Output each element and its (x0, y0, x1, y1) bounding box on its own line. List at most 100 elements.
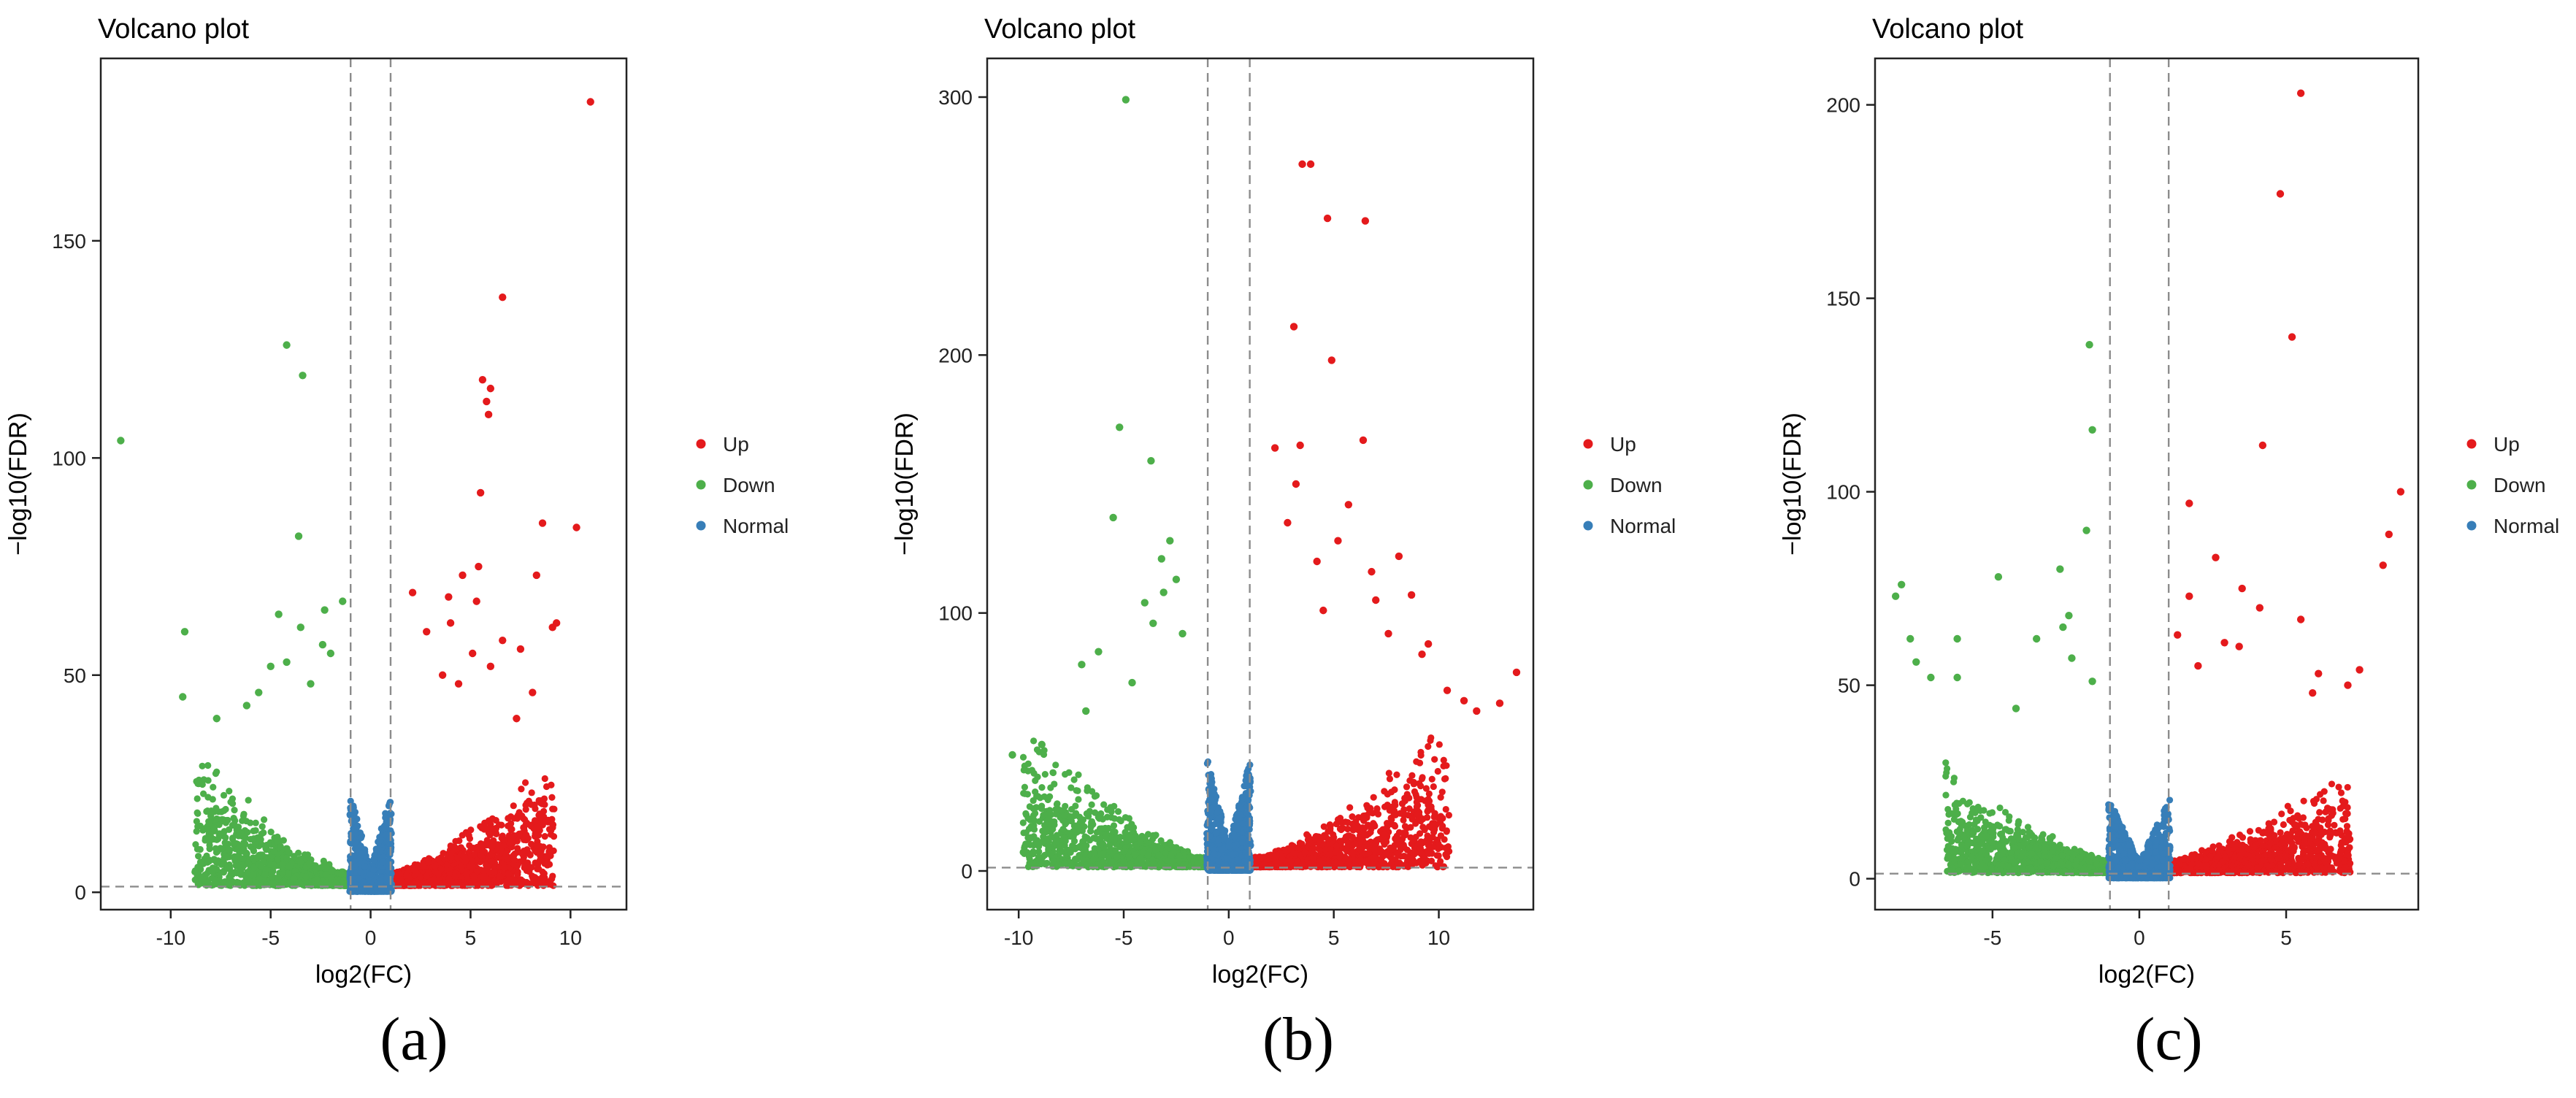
data-point (462, 856, 469, 864)
data-point (207, 813, 215, 820)
data-point (425, 869, 432, 876)
data-point (482, 873, 490, 881)
data-point (1437, 794, 1444, 801)
data-point (510, 802, 517, 810)
data-point (213, 768, 221, 775)
data-point (1427, 737, 1434, 744)
data-point (372, 847, 380, 854)
data-point (549, 872, 556, 880)
data-point (209, 868, 216, 875)
data-point (274, 874, 282, 881)
data-point (478, 851, 485, 859)
data-point (357, 834, 365, 842)
legend-label-down: Down (723, 474, 775, 496)
data-point (220, 791, 228, 799)
data-point (244, 829, 251, 836)
data-point (205, 858, 213, 865)
data-point (376, 834, 383, 841)
data-point (270, 848, 277, 855)
data-point (207, 834, 215, 841)
data-point (199, 762, 206, 769)
data-point (518, 786, 525, 793)
data-point (193, 795, 201, 802)
data-point (268, 869, 275, 877)
data-point (520, 824, 527, 832)
data-point (469, 649, 477, 658)
data-point (523, 880, 530, 887)
data-point (263, 841, 270, 849)
data-point (572, 523, 580, 531)
data-point (377, 882, 385, 889)
data-point (1428, 775, 1435, 783)
data-point (1430, 783, 1437, 791)
data-point (267, 829, 275, 836)
data-point (204, 777, 212, 784)
data-point (195, 853, 202, 860)
data-point (1021, 783, 1029, 791)
data-point (194, 864, 202, 871)
data-point (1425, 742, 1432, 750)
data-point (537, 847, 545, 855)
data-point (1028, 767, 1036, 774)
data-point (434, 856, 442, 863)
legend-marker-normal (696, 521, 706, 531)
data-point (275, 610, 283, 618)
data-point (510, 832, 518, 840)
x-tick-label: -10 (156, 926, 185, 949)
data-point (434, 870, 442, 878)
data-point (117, 437, 125, 445)
data-point (531, 817, 539, 824)
data-point (280, 837, 287, 844)
data-point (299, 372, 307, 380)
data-point (499, 636, 507, 645)
data-point (212, 845, 220, 852)
x-tick-label: 10 (559, 926, 582, 949)
data-point (532, 829, 539, 837)
data-point (529, 688, 537, 696)
data-point (1019, 753, 1027, 761)
data-point (218, 815, 226, 824)
y-tick-label: 100 (52, 447, 86, 469)
data-point (548, 794, 556, 801)
data-point (223, 864, 231, 872)
data-point (1106, 842, 1113, 849)
data-point (283, 854, 291, 861)
data-point (545, 826, 553, 833)
data-point (222, 834, 229, 841)
data-point (361, 863, 369, 870)
data-point (239, 855, 247, 862)
data-point (179, 693, 187, 701)
data-point (180, 628, 189, 636)
data-point (528, 801, 535, 808)
data-point (533, 842, 540, 849)
data-point (294, 532, 303, 540)
data-point (358, 851, 365, 858)
data-point (510, 852, 518, 859)
data-point (483, 397, 491, 406)
data-point (1411, 850, 1419, 857)
data-point (377, 888, 385, 895)
data-point (1349, 813, 1356, 821)
data-point (242, 849, 250, 856)
data-point (351, 839, 359, 846)
data-point (1346, 804, 1354, 811)
legend-marker-up (696, 439, 706, 449)
data-point (252, 879, 260, 886)
data-point (306, 860, 313, 867)
data-point (357, 842, 364, 850)
data-point (476, 488, 485, 497)
data-point (403, 872, 410, 879)
data-point (1125, 815, 1133, 822)
data-point (339, 597, 347, 605)
y-tick-label: 0 (74, 881, 86, 904)
legend-label-normal: Normal (723, 515, 789, 537)
data-point (1442, 805, 1449, 813)
data-point (538, 519, 547, 527)
data-point (513, 862, 521, 869)
chart-title: Volcano plot (98, 14, 249, 45)
data-point (231, 807, 238, 814)
data-point (212, 715, 221, 723)
data-point (514, 870, 521, 878)
data-point (445, 593, 453, 601)
